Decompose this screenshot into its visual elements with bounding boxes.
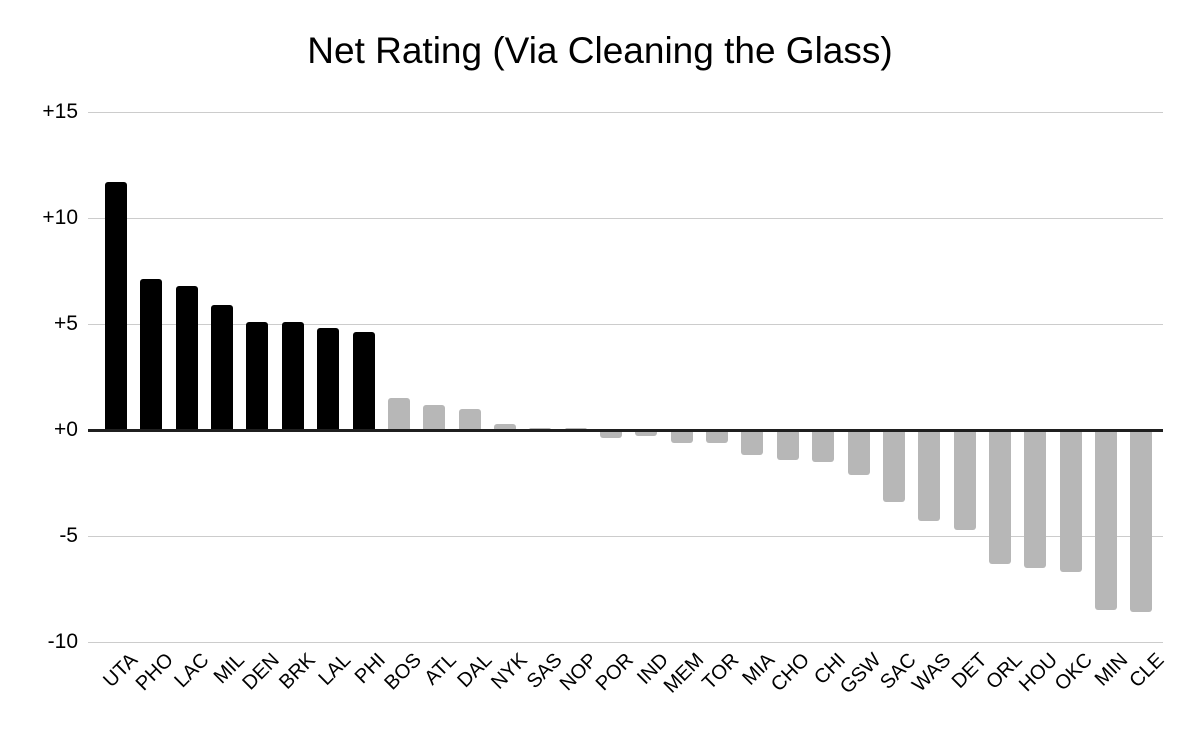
- bar-MIA: [741, 430, 764, 456]
- bar-PHO: [140, 279, 163, 430]
- x-axis-label-LAL: LAL: [314, 649, 355, 690]
- y-axis-tick-label: +10: [42, 206, 78, 229]
- bar-BOS: [387, 398, 410, 430]
- bar-OKC: [1059, 430, 1082, 573]
- bar-DET: [953, 430, 976, 530]
- x-axis-label-NOP: NOP: [556, 649, 603, 696]
- x-axis-label-PHO: PHO: [131, 649, 178, 696]
- y-axis-tick-label: +15: [42, 100, 78, 123]
- x-axis-label-DET: DET: [947, 649, 992, 693]
- x-axis-label-LAC: LAC: [170, 649, 214, 693]
- bar-LAC: [175, 285, 198, 430]
- y-axis-tick-label: +0: [54, 418, 78, 441]
- bar-BRK: [281, 321, 304, 430]
- x-axis-label-ATL: ATL: [420, 649, 461, 690]
- gridline-+10: [88, 217, 1163, 219]
- bar-WAS: [918, 430, 941, 522]
- x-axis-label-BOS: BOS: [380, 649, 426, 695]
- x-axis-label-ORL: ORL: [981, 649, 1027, 694]
- bar-PHI: [352, 332, 375, 430]
- bar-POR: [600, 430, 623, 439]
- chart-title: Net Rating (Via Cleaning the Glass): [307, 30, 893, 71]
- bar-UTA: [105, 181, 127, 430]
- x-axis-label-MIN: MIN: [1091, 649, 1133, 691]
- bar-TOR: [706, 430, 729, 443]
- bar-ORL: [989, 430, 1011, 564]
- x-axis-label-BRK: BRK: [274, 649, 320, 694]
- bar-SAC: [882, 430, 905, 503]
- x-axis-label-NYK: NYK: [486, 649, 532, 694]
- x-axis-label-TOR: TOR: [698, 649, 744, 695]
- y-axis-tick-label: -5: [59, 524, 78, 547]
- bar-MIL: [211, 304, 234, 430]
- x-axis-label-OKC: OKC: [1051, 649, 1098, 696]
- bar-HOU: [1024, 430, 1047, 568]
- x-axis-label-DEN: DEN: [238, 649, 285, 695]
- x-axis-label-DAL: DAL: [453, 649, 497, 693]
- gridline-+5: [88, 323, 1163, 325]
- x-axis-label-GSW: GSW: [835, 649, 886, 699]
- bar-NYK: [493, 423, 516, 430]
- plot-area: [88, 111, 1163, 643]
- y-axis-tick-label: +5: [54, 312, 78, 335]
- bar-SAS: [529, 427, 552, 430]
- bar-NOP: [564, 427, 587, 430]
- x-axis-label-UTA: UTA: [99, 649, 143, 692]
- x-axis-label-SAS: SAS: [523, 649, 567, 693]
- bar-MIN: [1095, 430, 1118, 611]
- gridline--5: [88, 535, 1163, 537]
- bar-LAL: [317, 328, 340, 430]
- bar-DEN: [246, 321, 269, 430]
- bar-IND: [635, 430, 658, 437]
- x-axis-label-WAS: WAS: [908, 649, 956, 697]
- x-axis-label-CLE: CLE: [1124, 649, 1169, 693]
- bar-GSW: [847, 430, 870, 475]
- x-axis-label-POR: POR: [591, 649, 638, 696]
- zero-axis-line: [88, 429, 1163, 432]
- x-axis-label-CHO: CHO: [767, 649, 815, 696]
- y-axis-tick-label: -10: [47, 630, 78, 653]
- gridline-+15: [88, 111, 1163, 113]
- bar-CLE: [1130, 430, 1153, 613]
- x-axis-label-HOU: HOU: [1014, 649, 1062, 696]
- gridline--10: [88, 641, 1163, 643]
- bar-CHI: [812, 430, 835, 462]
- bar-ATL: [423, 404, 446, 430]
- bar-CHO: [776, 430, 799, 460]
- bar-DAL: [458, 408, 481, 430]
- bar-MEM: [670, 430, 693, 443]
- x-axis-label-MEM: MEM: [659, 649, 709, 698]
